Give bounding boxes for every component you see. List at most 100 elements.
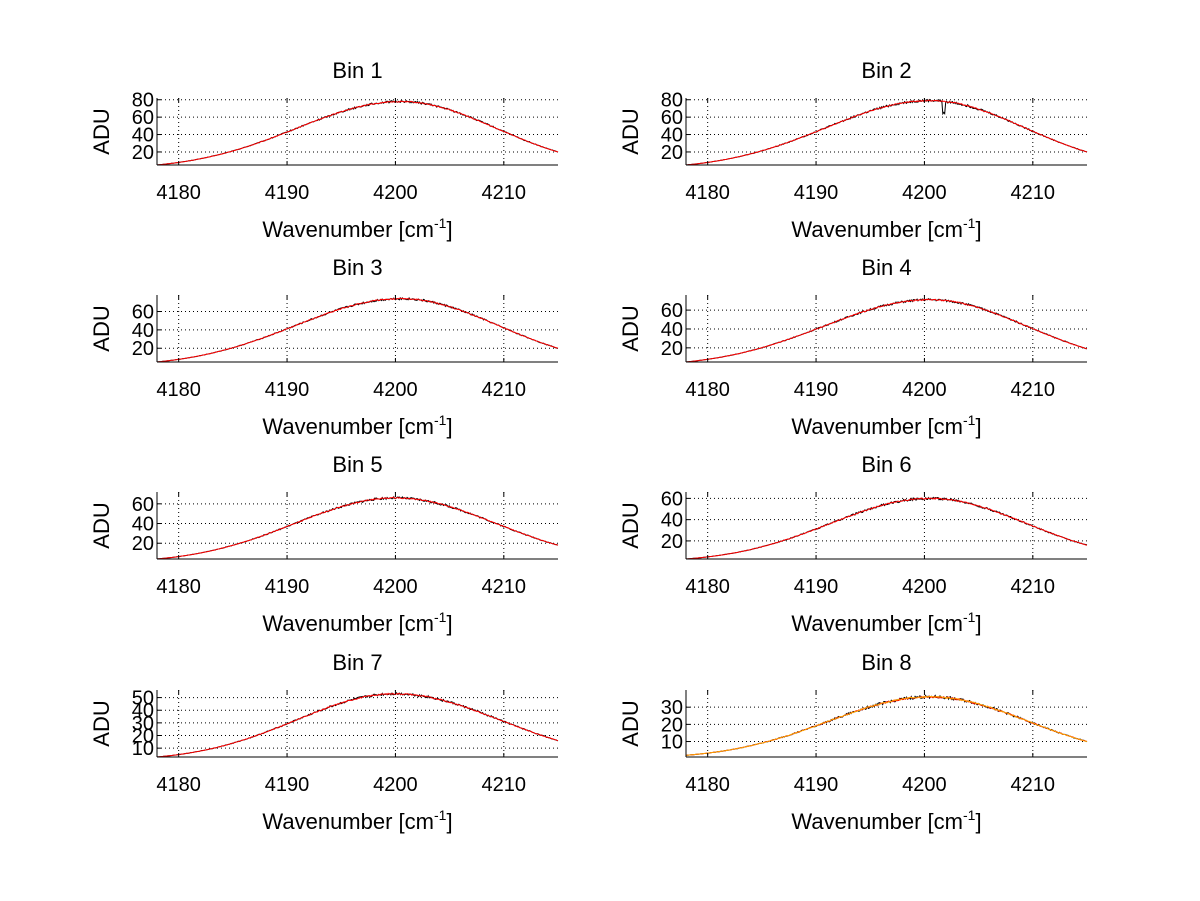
x-tick-label: 4200 [373,774,418,796]
subplot-title: Bin 5 [332,452,382,477]
x-tick-label: 4190 [794,774,839,796]
x-tick-label: 4180 [156,774,201,796]
y-tick-label: 40 [661,125,683,147]
y-tick-label: 40 [661,510,683,532]
subplot-title: Bin 7 [332,650,382,675]
y-axis-label: ADU [618,502,643,548]
y-tick-label: 80 [661,90,683,112]
x-tick-label: 4180 [685,182,730,204]
x-tick-label: 4180 [156,576,201,598]
y-axis-label: ADU [89,305,114,351]
x-axis-label-main: Wavenumber [cm [262,809,434,834]
series-line-fit [685,298,1088,363]
x-axis-label: Wavenumber [cm-1] [262,609,452,636]
x-tick-label: 4210 [482,182,527,204]
x-tick-label: 4180 [685,774,730,796]
x-axis-label-main: Wavenumber [cm [791,611,963,636]
y-axis-label: ADU [89,108,114,154]
x-axis-label: Wavenumber [cm-1] [262,807,452,834]
y-tick-label: 10 [661,732,683,754]
x-axis-label-suffix: ] [975,414,981,439]
subplot-title: Bin 6 [861,452,911,477]
y-tick-label: 40 [132,700,154,722]
x-axis-label-suffix: ] [446,217,452,242]
y-tick-label: 20 [132,142,154,164]
x-tick-label: 4210 [1011,182,1056,204]
y-tick-label: 20 [661,531,683,553]
series-line-fit [156,496,559,560]
x-tick-label: 4200 [902,576,947,598]
y-axis-label: ADU [89,502,114,548]
x-tick-label: 4210 [1011,576,1056,598]
x-tick-label: 4210 [1011,774,1056,796]
x-axis-label-suffix: ] [975,611,981,636]
y-tick-label: 20 [661,142,683,164]
subplot-title: Bin 8 [861,650,911,675]
x-tick-label: 4210 [1011,379,1056,401]
x-tick-label: 4190 [265,379,310,401]
y-tick-label: 10 [132,738,154,760]
y-axis-label: ADU [89,700,114,746]
y-tick-label: 40 [132,514,154,536]
y-tick-label: 40 [132,320,154,342]
y-tick-label: 20 [661,338,683,360]
x-axis-label-sup: -1 [434,807,447,823]
x-axis-label-main: Wavenumber [cm [262,414,434,439]
x-axis-label: Wavenumber [cm-1] [262,412,452,439]
x-axis-label-main: Wavenumber [cm [791,414,963,439]
series-line-fit [156,297,559,363]
series-line-fit [685,497,1088,560]
y-tick-label: 30 [132,713,154,735]
x-axis-label-sup: -1 [963,412,976,428]
x-tick-label: 4210 [482,774,527,796]
x-tick-label: 4190 [265,576,310,598]
series-line-spectrum [685,496,1088,560]
y-tick-label: 60 [661,488,683,510]
x-axis-label-main: Wavenumber [cm [262,217,434,242]
x-tick-label: 4200 [373,182,418,204]
x-tick-label: 4200 [902,379,947,401]
x-axis-label-main: Wavenumber [cm [791,809,963,834]
x-tick-label: 4190 [794,576,839,598]
x-tick-label: 4180 [685,379,730,401]
subplot-title: Bin 3 [332,255,382,280]
y-tick-label: 20 [661,714,683,736]
x-axis-label: Wavenumber [cm-1] [791,807,981,834]
y-tick-label: 60 [132,302,154,324]
x-axis-label-suffix: ] [975,217,981,242]
x-axis-label: Wavenumber [cm-1] [791,412,981,439]
x-axis-label: Wavenumber [cm-1] [262,215,452,242]
x-axis-label-sup: -1 [434,609,447,625]
subplot-title: Bin 2 [861,58,911,83]
subplot-title: Bin 4 [861,255,911,280]
x-tick-label: 4190 [265,774,310,796]
x-tick-label: 4210 [482,379,527,401]
x-tick-label: 4190 [794,379,839,401]
x-axis-label-sup: -1 [963,215,976,231]
x-tick-label: 4200 [373,576,418,598]
series-line-fit [156,692,559,758]
y-tick-label: 60 [132,107,154,129]
y-tick-label: 60 [661,107,683,129]
x-tick-label: 4180 [156,379,201,401]
x-axis-label-sup: -1 [434,412,447,428]
x-tick-label: 4200 [902,182,947,204]
x-axis-label: Wavenumber [cm-1] [791,215,981,242]
series-line-fit [685,99,1088,166]
x-tick-label: 4190 [265,182,310,204]
y-tick-label: 30 [661,697,683,719]
x-axis-label-main: Wavenumber [cm [791,217,963,242]
x-tick-label: 4200 [373,379,418,401]
x-axis-label: Wavenumber [cm-1] [791,609,981,636]
x-tick-label: 4190 [794,182,839,204]
y-tick-label: 40 [661,319,683,341]
x-axis-label-suffix: ] [446,611,452,636]
x-axis-label-suffix: ] [975,809,981,834]
